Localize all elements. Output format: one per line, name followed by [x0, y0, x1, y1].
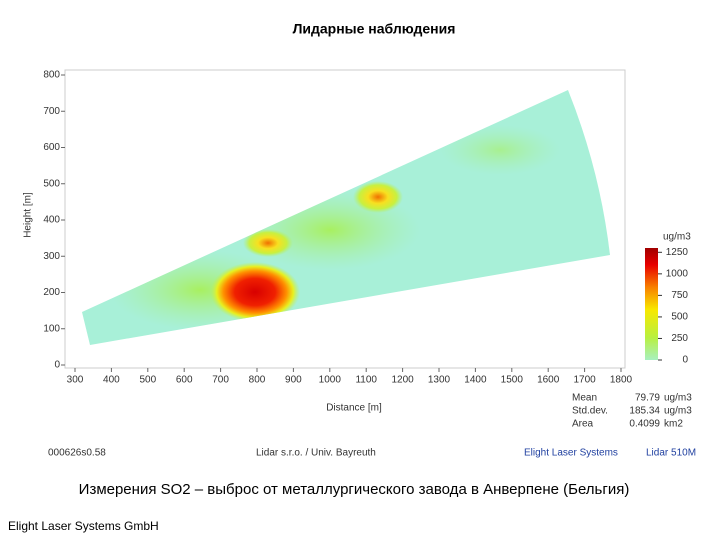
footer-model: Lidar 510M	[646, 448, 696, 459]
x-tick-label: 900	[285, 375, 302, 386]
y-tick-label: 800	[43, 70, 60, 81]
colorbar-tick-label: 1000	[666, 268, 689, 279]
stat-value: 79.79	[635, 393, 660, 404]
x-tick-label: 1500	[501, 375, 524, 386]
y-tick-label: 200	[43, 287, 60, 298]
colorbar-tick-label: 500	[671, 312, 688, 323]
x-tick-label: 1100	[355, 375, 377, 386]
y-tick-label: 0	[54, 360, 60, 371]
footer-id: 000626s0.58	[48, 448, 106, 459]
x-tick-label: 600	[176, 375, 193, 386]
stat-unit: km2	[664, 419, 683, 430]
y-tick-label: 500	[43, 178, 60, 189]
x-tick-label: 1600	[537, 375, 560, 386]
x-tick-label: 700	[212, 375, 229, 386]
stat-label: Std.dev.	[572, 406, 608, 417]
y-tick-label: 100	[43, 323, 60, 334]
colorbar-unit: ug/m3	[663, 232, 691, 243]
y-tick-label: 600	[43, 142, 60, 153]
footer-brand: Elight Laser Systems	[524, 448, 618, 459]
colorbar-tick-label: 250	[671, 333, 688, 344]
colorbar-tick-label: 1250	[666, 247, 689, 258]
colorbar-tick-label: 0	[682, 355, 688, 366]
x-label: Distance [m]	[326, 403, 382, 414]
x-tick-label: 1300	[428, 375, 451, 386]
stat-value: 185.34	[629, 406, 660, 417]
colorbar-tick-label: 750	[671, 290, 688, 301]
y-tick-label: 400	[43, 215, 60, 226]
stat-label: Mean	[572, 393, 597, 404]
title: Лидарные наблюдения	[293, 21, 456, 37]
stat-label: Area	[572, 419, 594, 430]
x-tick-label: 300	[67, 375, 84, 386]
company: Elight Laser Systems GmbH	[8, 519, 159, 533]
caption: Измерения SO2 – выброс от металлургическ…	[79, 481, 630, 498]
footer-credit: Lidar s.r.o. / Univ. Bayreuth	[256, 448, 376, 459]
x-tick-label: 1700	[573, 375, 596, 386]
x-tick-label: 1400	[464, 375, 487, 386]
stat-value: 0.4099	[629, 419, 660, 430]
y-tick-label: 300	[43, 251, 60, 262]
stat-unit: ug/m3	[664, 406, 692, 417]
x-tick-label: 1000	[319, 375, 342, 386]
x-tick-label: 1200	[391, 375, 414, 386]
x-tick-label: 800	[249, 375, 266, 386]
y-label: Height [m]	[23, 192, 34, 238]
x-tick-label: 1800	[610, 375, 633, 386]
y-tick-label: 700	[43, 106, 60, 117]
stat-unit: ug/m3	[664, 393, 692, 404]
x-tick-label: 500	[139, 375, 156, 386]
colorbar	[645, 248, 658, 360]
x-tick-label: 400	[103, 375, 120, 386]
